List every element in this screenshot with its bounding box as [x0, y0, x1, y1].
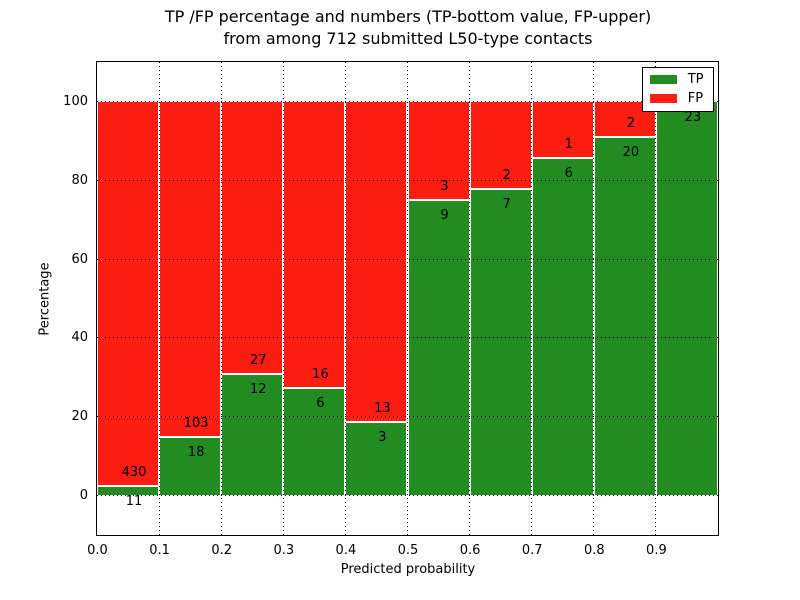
y-tick-label: 100 — [63, 93, 88, 109]
fp-count-label: 3 — [440, 178, 449, 194]
bar-tp-segment — [531, 157, 594, 496]
chart-title: TP /FP percentage and numbers (TP-bottom… — [96, 6, 720, 50]
y-tick-label: 60 — [71, 251, 88, 267]
bar-fp-segment — [345, 101, 408, 422]
x-tick-label: 0.1 — [149, 543, 170, 558]
x-tick-label: 0.6 — [459, 543, 481, 558]
gridline-vertical — [220, 62, 222, 535]
fp-count-label: 27 — [249, 353, 267, 369]
fp-count-label: 1 — [564, 136, 573, 152]
chart-title-line1: TP /FP percentage and numbers (TP-bottom… — [164, 7, 652, 26]
legend-tp-swatch-icon — [649, 75, 677, 84]
fp-count-label: 2 — [626, 116, 635, 132]
gridline-vertical — [469, 62, 471, 535]
bar-fp-segment — [593, 101, 656, 138]
legend-entry-fp: FP — [649, 90, 704, 106]
legend-fp-label: FP — [687, 90, 704, 106]
x-tick-label: 0.5 — [397, 543, 419, 558]
x-tick-label: 0.7 — [521, 543, 543, 558]
bar-tp-segment — [593, 137, 656, 496]
chart-title-line2: from among 712 submitted L50-type contac… — [223, 29, 593, 48]
fp-count-label: 103 — [183, 415, 209, 431]
tp-count-label: 6 — [316, 396, 325, 412]
y-axis-label: Percentage — [37, 262, 53, 336]
tp-count-label: 20 — [622, 145, 640, 161]
bar-tp-segment — [345, 421, 408, 496]
x-tick-label: 0.0 — [87, 543, 108, 558]
tp-count-label: 7 — [502, 197, 511, 213]
tp-count-label: 23 — [684, 109, 702, 125]
fp-count-label: 430 — [121, 464, 147, 480]
legend-tp-label: TP — [687, 71, 704, 87]
x-axis-label: Predicted probability — [340, 562, 476, 577]
bar-fp-segment — [221, 101, 284, 375]
tp-count-label: 11 — [125, 493, 143, 509]
bar-tp-segment — [655, 101, 718, 496]
x-tick-label: 0.8 — [583, 543, 605, 558]
fp-count-label: 13 — [374, 400, 391, 416]
gridline-vertical — [158, 62, 160, 535]
plot-area: TP FP 430 11 103 18 27 12 16 6 13 3 3 9 2 7 1 6 2 20 23 — [96, 61, 719, 536]
tp-count-label: 6 — [564, 165, 573, 181]
bar-fp-segment — [531, 101, 594, 158]
gridline-vertical — [407, 62, 408, 535]
bar-fp-segment — [97, 101, 160, 486]
tp-count-label: 3 — [378, 429, 387, 445]
bar-tp-segment — [469, 189, 532, 496]
x-tick-label: 0.3 — [273, 543, 295, 558]
legend-fp-swatch-icon — [649, 94, 677, 103]
tp-count-label: 9 — [440, 208, 449, 224]
y-tick-label: 20 — [71, 409, 88, 425]
y-tick-label: 80 — [71, 172, 88, 188]
legend-entry-tp: TP — [649, 71, 704, 87]
bar-fp-segment — [469, 101, 532, 189]
bar-tp-segment — [283, 388, 346, 496]
gridline-vertical — [531, 62, 533, 535]
fp-count-label: 2 — [502, 168, 511, 183]
gridline-vertical — [282, 62, 284, 535]
bar-tp-segment — [221, 374, 284, 496]
tp-count-label: 12 — [249, 382, 267, 398]
gridline-vertical — [655, 62, 657, 535]
x-tick-label: 0.9 — [646, 543, 667, 558]
bar-fp-segment — [159, 101, 222, 437]
bar-fp-segment — [283, 101, 346, 389]
legend: TP FP — [641, 66, 714, 112]
bar-tp-segment — [159, 436, 222, 496]
y-tick-label: 40 — [71, 330, 88, 346]
fp-count-label: 16 — [312, 367, 329, 383]
bar-fp-segment — [407, 101, 470, 200]
gridline-vertical — [593, 62, 595, 535]
x-tick-label: 0.2 — [211, 543, 233, 558]
x-tick-label: 0.4 — [335, 543, 357, 558]
bar-tp-segment — [407, 199, 470, 496]
tp-count-label: 18 — [187, 445, 205, 461]
gridline-vertical — [344, 62, 346, 535]
y-tick-label: 0 — [79, 488, 88, 504]
